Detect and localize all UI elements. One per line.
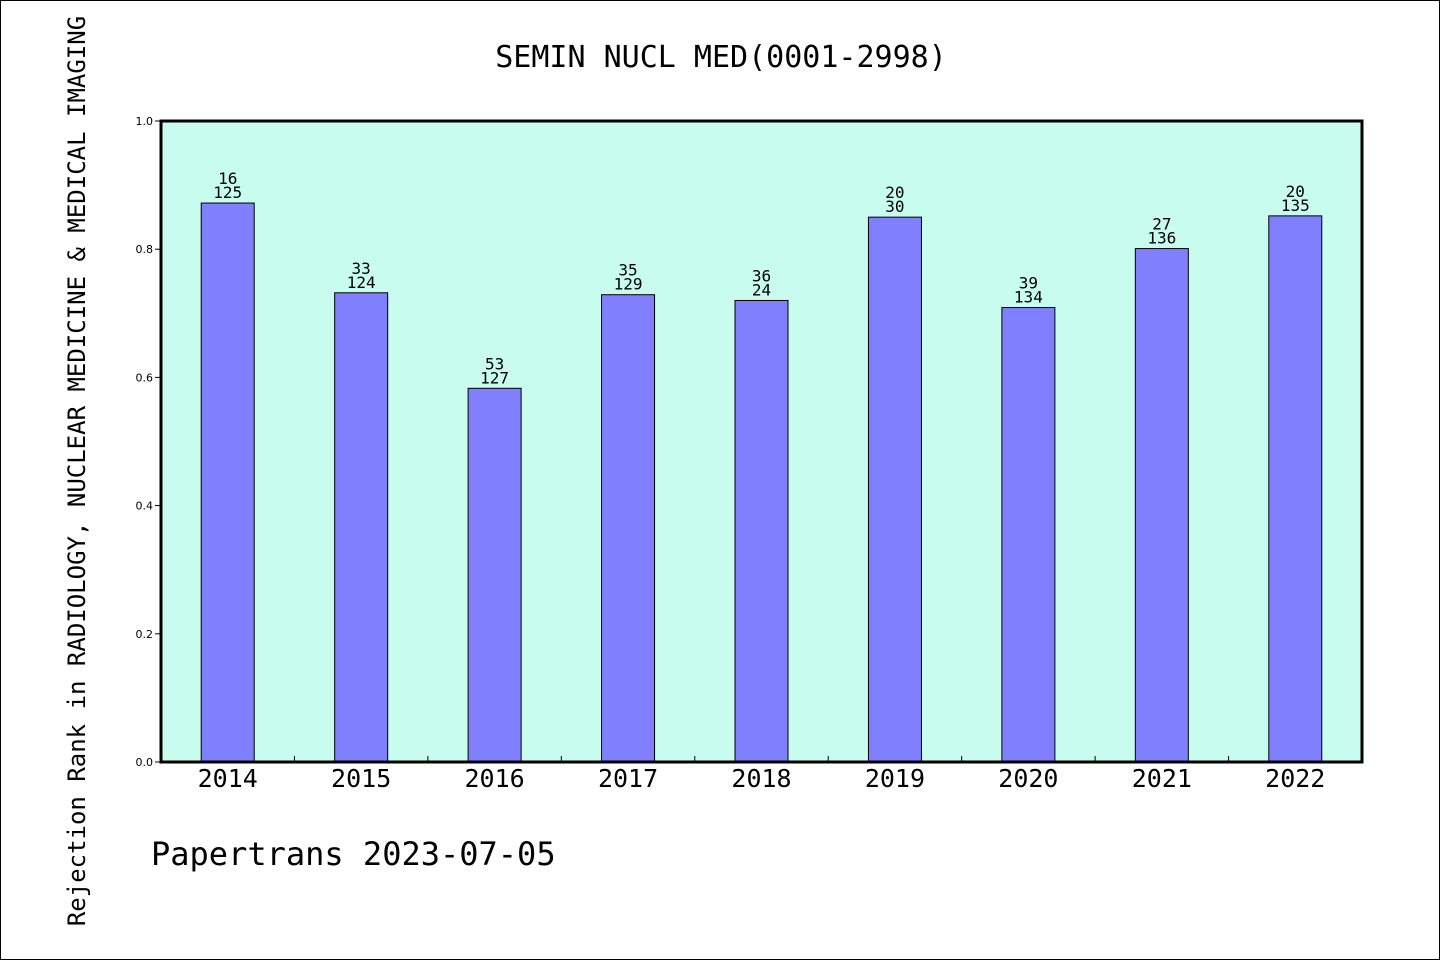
bar-label-bottom: 30 xyxy=(885,197,904,216)
x-tick-label: 2021 xyxy=(1132,764,1192,793)
y-tick-label: 0.2 xyxy=(136,628,154,641)
plot-frame xyxy=(159,119,1364,764)
x-tick-label: 2018 xyxy=(731,764,791,793)
bar-label-bottom: 125 xyxy=(213,183,242,202)
bar-label-bottom: 129 xyxy=(614,275,643,294)
bar xyxy=(867,216,922,763)
y-axis-label: Rejection Rank in RADIOLOGY, NUCLEAR MED… xyxy=(63,16,91,926)
bar-label-bottom: 136 xyxy=(1147,229,1176,248)
y-axis: 0.0 0.2 0.4 0.6 0.8 1.0 xyxy=(136,115,161,769)
bar xyxy=(334,292,389,763)
y-tick-label: 1.0 xyxy=(136,115,154,128)
x-tick-label: 2014 xyxy=(198,764,258,793)
bar-label-top: 20 xyxy=(1286,182,1305,201)
x-tick-label: 2015 xyxy=(331,764,391,793)
bars xyxy=(200,202,1323,763)
bar-label-top: 35 xyxy=(618,261,637,280)
bar xyxy=(1001,307,1056,763)
bar xyxy=(467,387,522,763)
bar-label-top: 33 xyxy=(352,259,371,278)
bar-label-bottom: 134 xyxy=(1014,288,1043,307)
x-tick-label: 2016 xyxy=(465,764,525,793)
x-axis: 2014 2015 2016 2017 2018 2019 2020 2021 2022 xyxy=(198,756,1325,793)
x-tick-label: 2019 xyxy=(865,764,925,793)
bar-label-bottom: 135 xyxy=(1281,196,1310,215)
bar-label-bottom: 127 xyxy=(480,368,509,387)
bar xyxy=(200,202,255,763)
bar xyxy=(1268,215,1323,763)
footer-text: Papertrans 2023-07-05 xyxy=(151,835,556,873)
x-tick-label: 2022 xyxy=(1265,764,1325,793)
bar xyxy=(1134,248,1189,763)
y-tick-label: 0.8 xyxy=(136,243,154,256)
bar-label-top: 53 xyxy=(485,354,504,373)
y-tick-label: 0.4 xyxy=(136,500,154,513)
bar-label-bottom: 124 xyxy=(347,273,376,292)
y-tick-label: 0.0 xyxy=(136,756,154,769)
chart-title: SEMIN NUCL MED(0001-2998) xyxy=(495,40,947,75)
x-tick-label: 2020 xyxy=(998,764,1058,793)
bar-label-top: 16 xyxy=(218,169,237,188)
bar-label-top: 20 xyxy=(885,183,904,202)
y-tick-label: 0.6 xyxy=(136,371,154,384)
bar xyxy=(601,294,656,763)
bar-label-top: 27 xyxy=(1152,215,1171,234)
bar-label-top: 36 xyxy=(752,266,771,285)
bar xyxy=(734,299,789,763)
bar-label-bottom: 24 xyxy=(752,280,771,299)
x-tick-label: 2017 xyxy=(598,764,658,793)
bar-label-top: 39 xyxy=(1019,274,1038,293)
